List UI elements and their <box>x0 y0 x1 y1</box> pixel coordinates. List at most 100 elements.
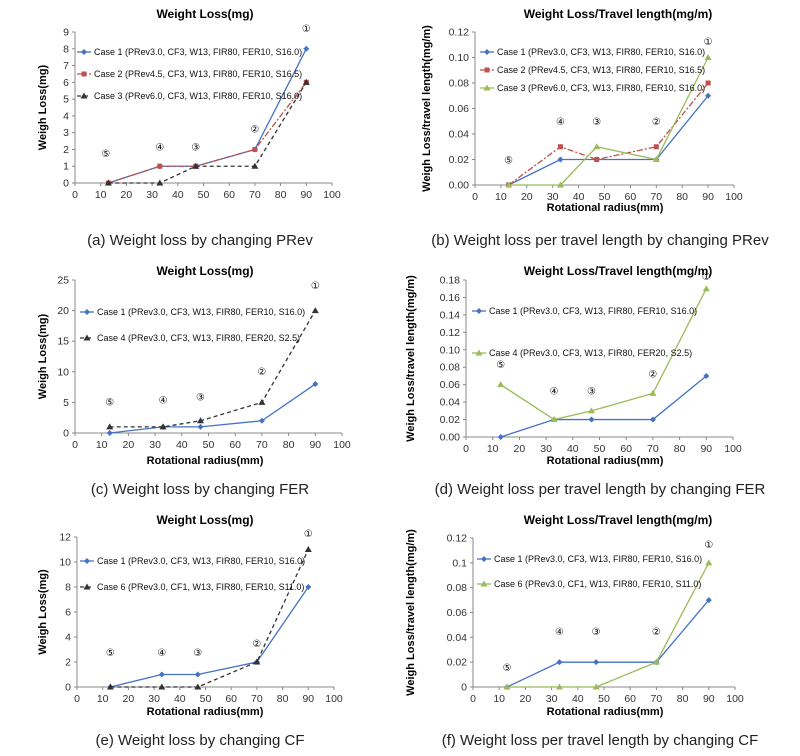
y-tick-label: 15 <box>57 336 69 348</box>
series-2 <box>106 307 319 430</box>
legend-marker <box>475 349 483 356</box>
caption-f: (f) Weight loss per travel length by cha… <box>441 732 759 749</box>
y-tick-label: 25 <box>57 275 69 287</box>
point-annotation: ① <box>704 540 713 551</box>
series-line <box>109 310 316 428</box>
y-tick-label: 10 <box>57 366 69 378</box>
caption-b: (b) Weight loss per travel length by cha… <box>431 232 769 249</box>
y-tick-label: 3 <box>63 127 69 139</box>
y-tick-label: 0.08 <box>449 78 470 90</box>
x-tick-label: 10 <box>95 189 107 201</box>
point-annotation: ⑤ <box>496 360 505 371</box>
data-point <box>253 658 261 665</box>
x-axis-label: Rotational radius(mm) <box>547 202 664 214</box>
caption-a: (a) Weight loss by changing PRev <box>87 232 313 249</box>
y-tick-label: 0.04 <box>449 129 470 141</box>
panel-d: Weight Loss/Travel length(mg/m) 0.00 0.02 0… <box>400 252 800 504</box>
x-axis-label: Rotational radius(mm) <box>147 706 264 718</box>
series-line <box>508 95 709 186</box>
y-tick-label: 0.04 <box>447 632 468 644</box>
x-tick-label: 60 <box>624 693 636 705</box>
caption-d: (d) Weight loss per travel length by cha… <box>434 481 766 498</box>
x-tick-label: 90 <box>703 693 715 705</box>
series-1 <box>107 584 312 690</box>
legend-marker <box>84 558 90 564</box>
chart-e: Weight Loss(mg) 0 2 4 6 8 10 12 0 10 20 30 40 50 60 70 8… <box>37 513 343 718</box>
y-tick-label: 0.18 <box>440 275 461 287</box>
y-axis-label: Weigh Loss(mg) <box>37 64 49 150</box>
x-tick-label: 10 <box>495 191 507 203</box>
data-point <box>702 285 710 292</box>
x-tick-label: 100 <box>323 189 341 201</box>
series-line <box>506 599 710 688</box>
caption-e: (e) Weight loss by changing CF <box>95 732 305 749</box>
series-line <box>110 549 309 688</box>
x-tick-label: 80 <box>674 443 686 455</box>
y-tick-label: 0.14 <box>440 309 461 321</box>
chart-title: Weight Loss(mg) <box>156 264 253 278</box>
x-tick-label: 100 <box>725 191 743 203</box>
data-point <box>556 181 564 188</box>
legend-marker <box>481 556 487 562</box>
y-tick-label: 4 <box>63 110 69 122</box>
series-line <box>109 383 316 434</box>
legend-marker <box>83 334 91 341</box>
legend-label: Case 4 (PRev3.0, CF3, W13, FIR80, FER20,… <box>489 348 692 358</box>
legend-label: Case 1 (PRev3.0, CF3, W13, FIR80, FER10,… <box>497 47 705 57</box>
y-tick-label: 0.10 <box>440 344 461 356</box>
legend-label: Case 6 (PRev3.0, CF1, W13, FIR80, FER10,… <box>97 582 304 592</box>
data-point <box>594 157 600 162</box>
x-tick-label: 80 <box>676 191 688 203</box>
x-tick-label: 50 <box>599 191 611 203</box>
legend-label: Case 3 (PRev6.0, CF3, W13, FIR80, FER10,… <box>94 91 302 101</box>
legend-marker <box>81 49 87 55</box>
point-annotation: ③ <box>592 627 601 638</box>
data-point <box>588 416 595 423</box>
y-tick-label: 0.02 <box>440 414 461 426</box>
legend-marker <box>83 583 91 590</box>
x-tick-label: 50 <box>598 693 610 705</box>
x-tick-label: 40 <box>573 191 585 203</box>
chart-title: Weight Loss/Travel length(mg/m) <box>524 7 712 21</box>
x-tick-label: 20 <box>521 191 533 203</box>
x-tick-label: 30 <box>547 191 559 203</box>
x-tick-label: 80 <box>275 189 287 201</box>
x-tick-label: 60 <box>229 439 241 451</box>
chart-b: Weight Loss/Travel length(mg/m) 0.00 0.02 0… <box>421 7 743 214</box>
data-point <box>304 546 312 552</box>
data-point <box>505 181 513 188</box>
data-point <box>555 683 563 690</box>
point-annotation: ④ <box>556 117 565 128</box>
data-point <box>705 92 712 99</box>
x-tick-label: 40 <box>567 443 579 455</box>
y-tick-label: 0 <box>461 682 467 694</box>
x-tick-label: 90 <box>702 191 714 203</box>
data-point <box>652 156 660 162</box>
panel-b: Weight Loss/Travel length(mg/m) 0.00 0.02 0… <box>400 0 800 252</box>
data-point <box>192 162 200 169</box>
data-point <box>703 372 710 379</box>
x-tick-label: 90 <box>302 693 314 705</box>
x-tick-label: 20 <box>121 189 133 201</box>
point-annotation: ⑤ <box>105 397 114 408</box>
point-annotation: ② <box>648 370 657 381</box>
point-annotation: ④ <box>555 627 564 638</box>
legend-label: Case 3 (PRev6.0, CF3, W13, FIR80, FER10,… <box>497 83 705 93</box>
x-tick-label: 40 <box>176 439 188 451</box>
point-annotation: ② <box>652 627 661 638</box>
x-tick-label: 10 <box>97 693 109 705</box>
y-tick-label: 4 <box>65 632 71 644</box>
x-tick-label: 30 <box>546 693 558 705</box>
data-point <box>649 416 656 423</box>
data-point <box>106 430 113 436</box>
x-tick-label: 0 <box>74 693 80 705</box>
x-tick-label: 20 <box>520 693 532 705</box>
x-tick-label: 50 <box>198 189 210 201</box>
x-tick-label: 30 <box>146 189 158 201</box>
y-tick-label: 0.02 <box>447 657 468 669</box>
data-point <box>649 389 657 396</box>
data-point <box>159 423 167 430</box>
point-annotation: ① <box>702 272 711 283</box>
point-annotation: ④ <box>157 648 166 659</box>
point-annotation: ⑤ <box>503 663 512 674</box>
